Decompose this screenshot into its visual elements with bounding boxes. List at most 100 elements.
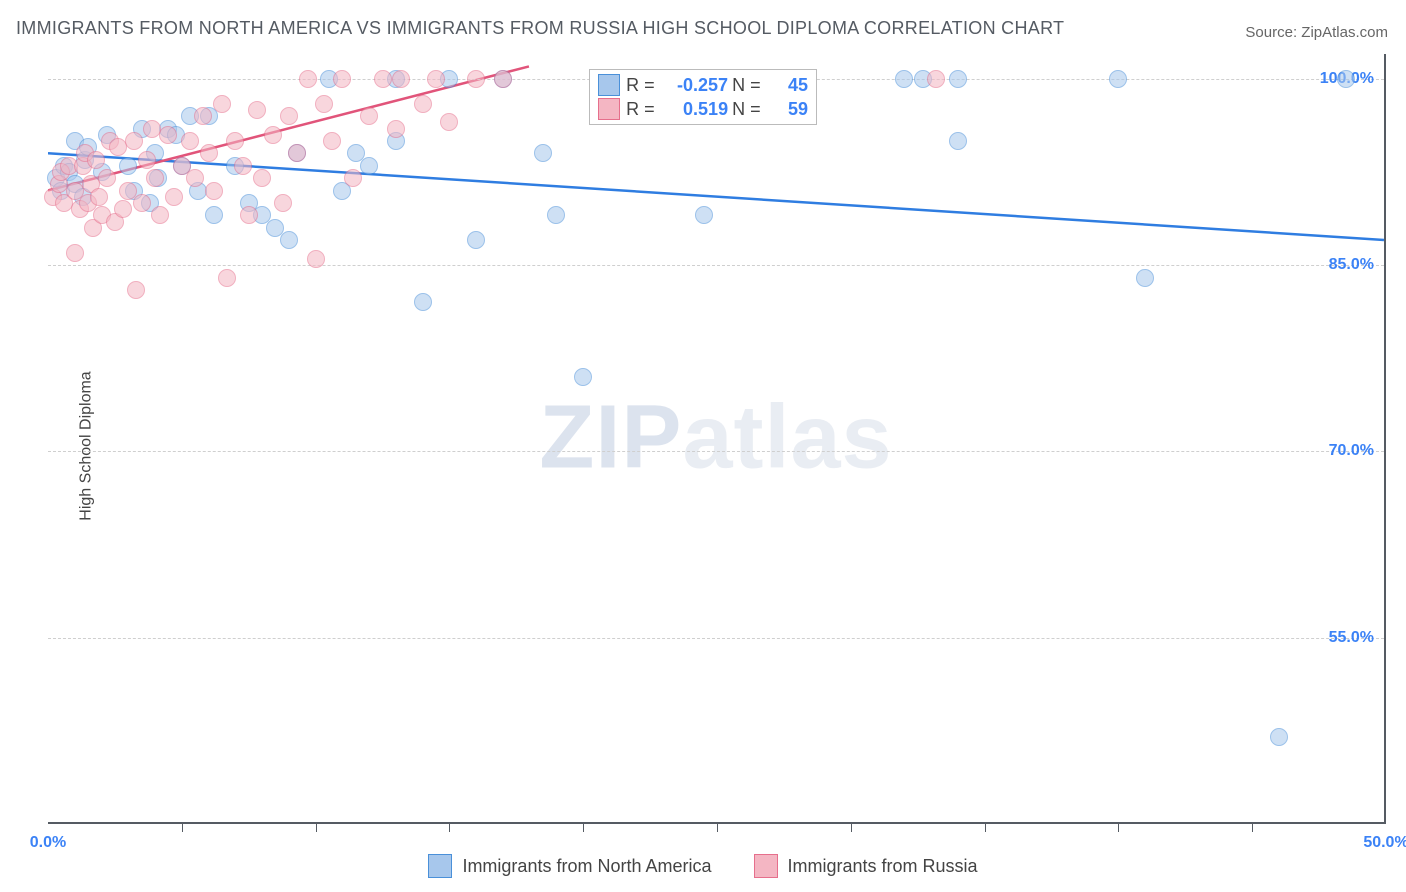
data-point <box>949 132 967 150</box>
chart-title: IMMIGRANTS FROM NORTH AMERICA VS IMMIGRA… <box>16 18 1064 39</box>
data-point <box>344 169 362 187</box>
data-point <box>392 70 410 88</box>
data-point <box>253 169 271 187</box>
x-minor-tick <box>1118 822 1119 832</box>
data-point <box>264 126 282 144</box>
x-minor-tick <box>985 822 986 832</box>
r-value: -0.257 <box>664 75 728 96</box>
legend-item: Immigrants from Russia <box>754 854 978 878</box>
data-point <box>494 70 512 88</box>
x-minor-tick <box>851 822 852 832</box>
data-point <box>949 70 967 88</box>
data-point <box>574 368 592 386</box>
data-point <box>547 206 565 224</box>
data-point <box>374 70 392 88</box>
data-point <box>213 95 231 113</box>
source-attribution: Source: ZipAtlas.com <box>1245 24 1388 41</box>
chart-container: IMMIGRANTS FROM NORTH AMERICA VS IMMIGRA… <box>0 0 1406 892</box>
data-point <box>440 113 458 131</box>
data-point <box>280 231 298 249</box>
data-point <box>218 269 236 287</box>
plot-area: ZIPatlas 55.0%70.0%85.0%100.0%0.0%50.0%R… <box>48 54 1386 824</box>
data-point <box>895 70 913 88</box>
data-point <box>1270 728 1288 746</box>
data-point <box>333 70 351 88</box>
data-point <box>534 144 552 162</box>
n-label: N = <box>732 75 764 96</box>
data-point <box>66 244 84 262</box>
r-label: R = <box>626 75 660 96</box>
data-point <box>194 107 212 125</box>
data-point <box>315 95 333 113</box>
x-minor-tick <box>182 822 183 832</box>
data-point <box>138 151 156 169</box>
data-point <box>205 206 223 224</box>
gridline-h <box>48 265 1384 266</box>
data-point <box>133 194 151 212</box>
data-point <box>90 188 108 206</box>
data-point <box>114 200 132 218</box>
data-point <box>1337 70 1355 88</box>
data-point <box>414 95 432 113</box>
legend-label: Immigrants from North America <box>462 856 711 877</box>
legend-label: Immigrants from Russia <box>788 856 978 877</box>
x-minor-tick <box>1252 822 1253 832</box>
data-point <box>927 70 945 88</box>
data-point <box>151 206 169 224</box>
legend-swatch-icon <box>598 98 620 120</box>
data-point <box>299 70 317 88</box>
r-value: 0.519 <box>664 99 728 120</box>
data-point <box>165 188 183 206</box>
data-point <box>205 182 223 200</box>
n-value: 45 <box>768 75 808 96</box>
data-point <box>125 132 143 150</box>
data-point <box>695 206 713 224</box>
data-point <box>87 151 105 169</box>
correlation-stats-box: R =-0.257N =45R =0.519N =59 <box>589 69 817 125</box>
y-tick-label: 85.0% <box>1329 256 1374 274</box>
data-point <box>234 157 252 175</box>
regression-line <box>48 66 529 190</box>
gridline-h <box>48 451 1384 452</box>
x-minor-tick <box>717 822 718 832</box>
data-point <box>248 101 266 119</box>
x-tick-label: 0.0% <box>30 834 66 852</box>
legend-item: Immigrants from North America <box>428 854 711 878</box>
data-point <box>146 169 164 187</box>
data-point <box>274 194 292 212</box>
data-point <box>360 157 378 175</box>
data-point <box>181 132 199 150</box>
bottom-legend: Immigrants from North America Immigrants … <box>0 854 1406 878</box>
data-point <box>307 250 325 268</box>
data-point <box>200 144 218 162</box>
data-point <box>467 70 485 88</box>
x-minor-tick <box>583 822 584 832</box>
x-minor-tick <box>449 822 450 832</box>
data-point <box>119 157 137 175</box>
data-point <box>159 126 177 144</box>
source-label: Source: <box>1245 24 1301 41</box>
data-point <box>1136 269 1154 287</box>
data-point <box>1109 70 1127 88</box>
data-point <box>387 120 405 138</box>
gridline-h <box>48 638 1384 639</box>
data-point <box>98 169 116 187</box>
y-tick-label: 55.0% <box>1329 629 1374 647</box>
legend-swatch-icon <box>598 74 620 96</box>
data-point <box>280 107 298 125</box>
x-tick-label: 50.0% <box>1363 834 1406 852</box>
data-point <box>414 293 432 311</box>
data-point <box>467 231 485 249</box>
legend-swatch-icon <box>428 854 452 878</box>
data-point <box>288 144 306 162</box>
y-tick-label: 70.0% <box>1329 442 1374 460</box>
n-value: 59 <box>768 99 808 120</box>
data-point <box>240 206 258 224</box>
source-link[interactable]: ZipAtlas.com <box>1301 24 1388 41</box>
legend-swatch-icon <box>754 854 778 878</box>
data-point <box>226 132 244 150</box>
data-point <box>360 107 378 125</box>
n-label: N = <box>732 99 764 120</box>
watermark: ZIPatlas <box>539 387 892 490</box>
x-minor-tick <box>316 822 317 832</box>
